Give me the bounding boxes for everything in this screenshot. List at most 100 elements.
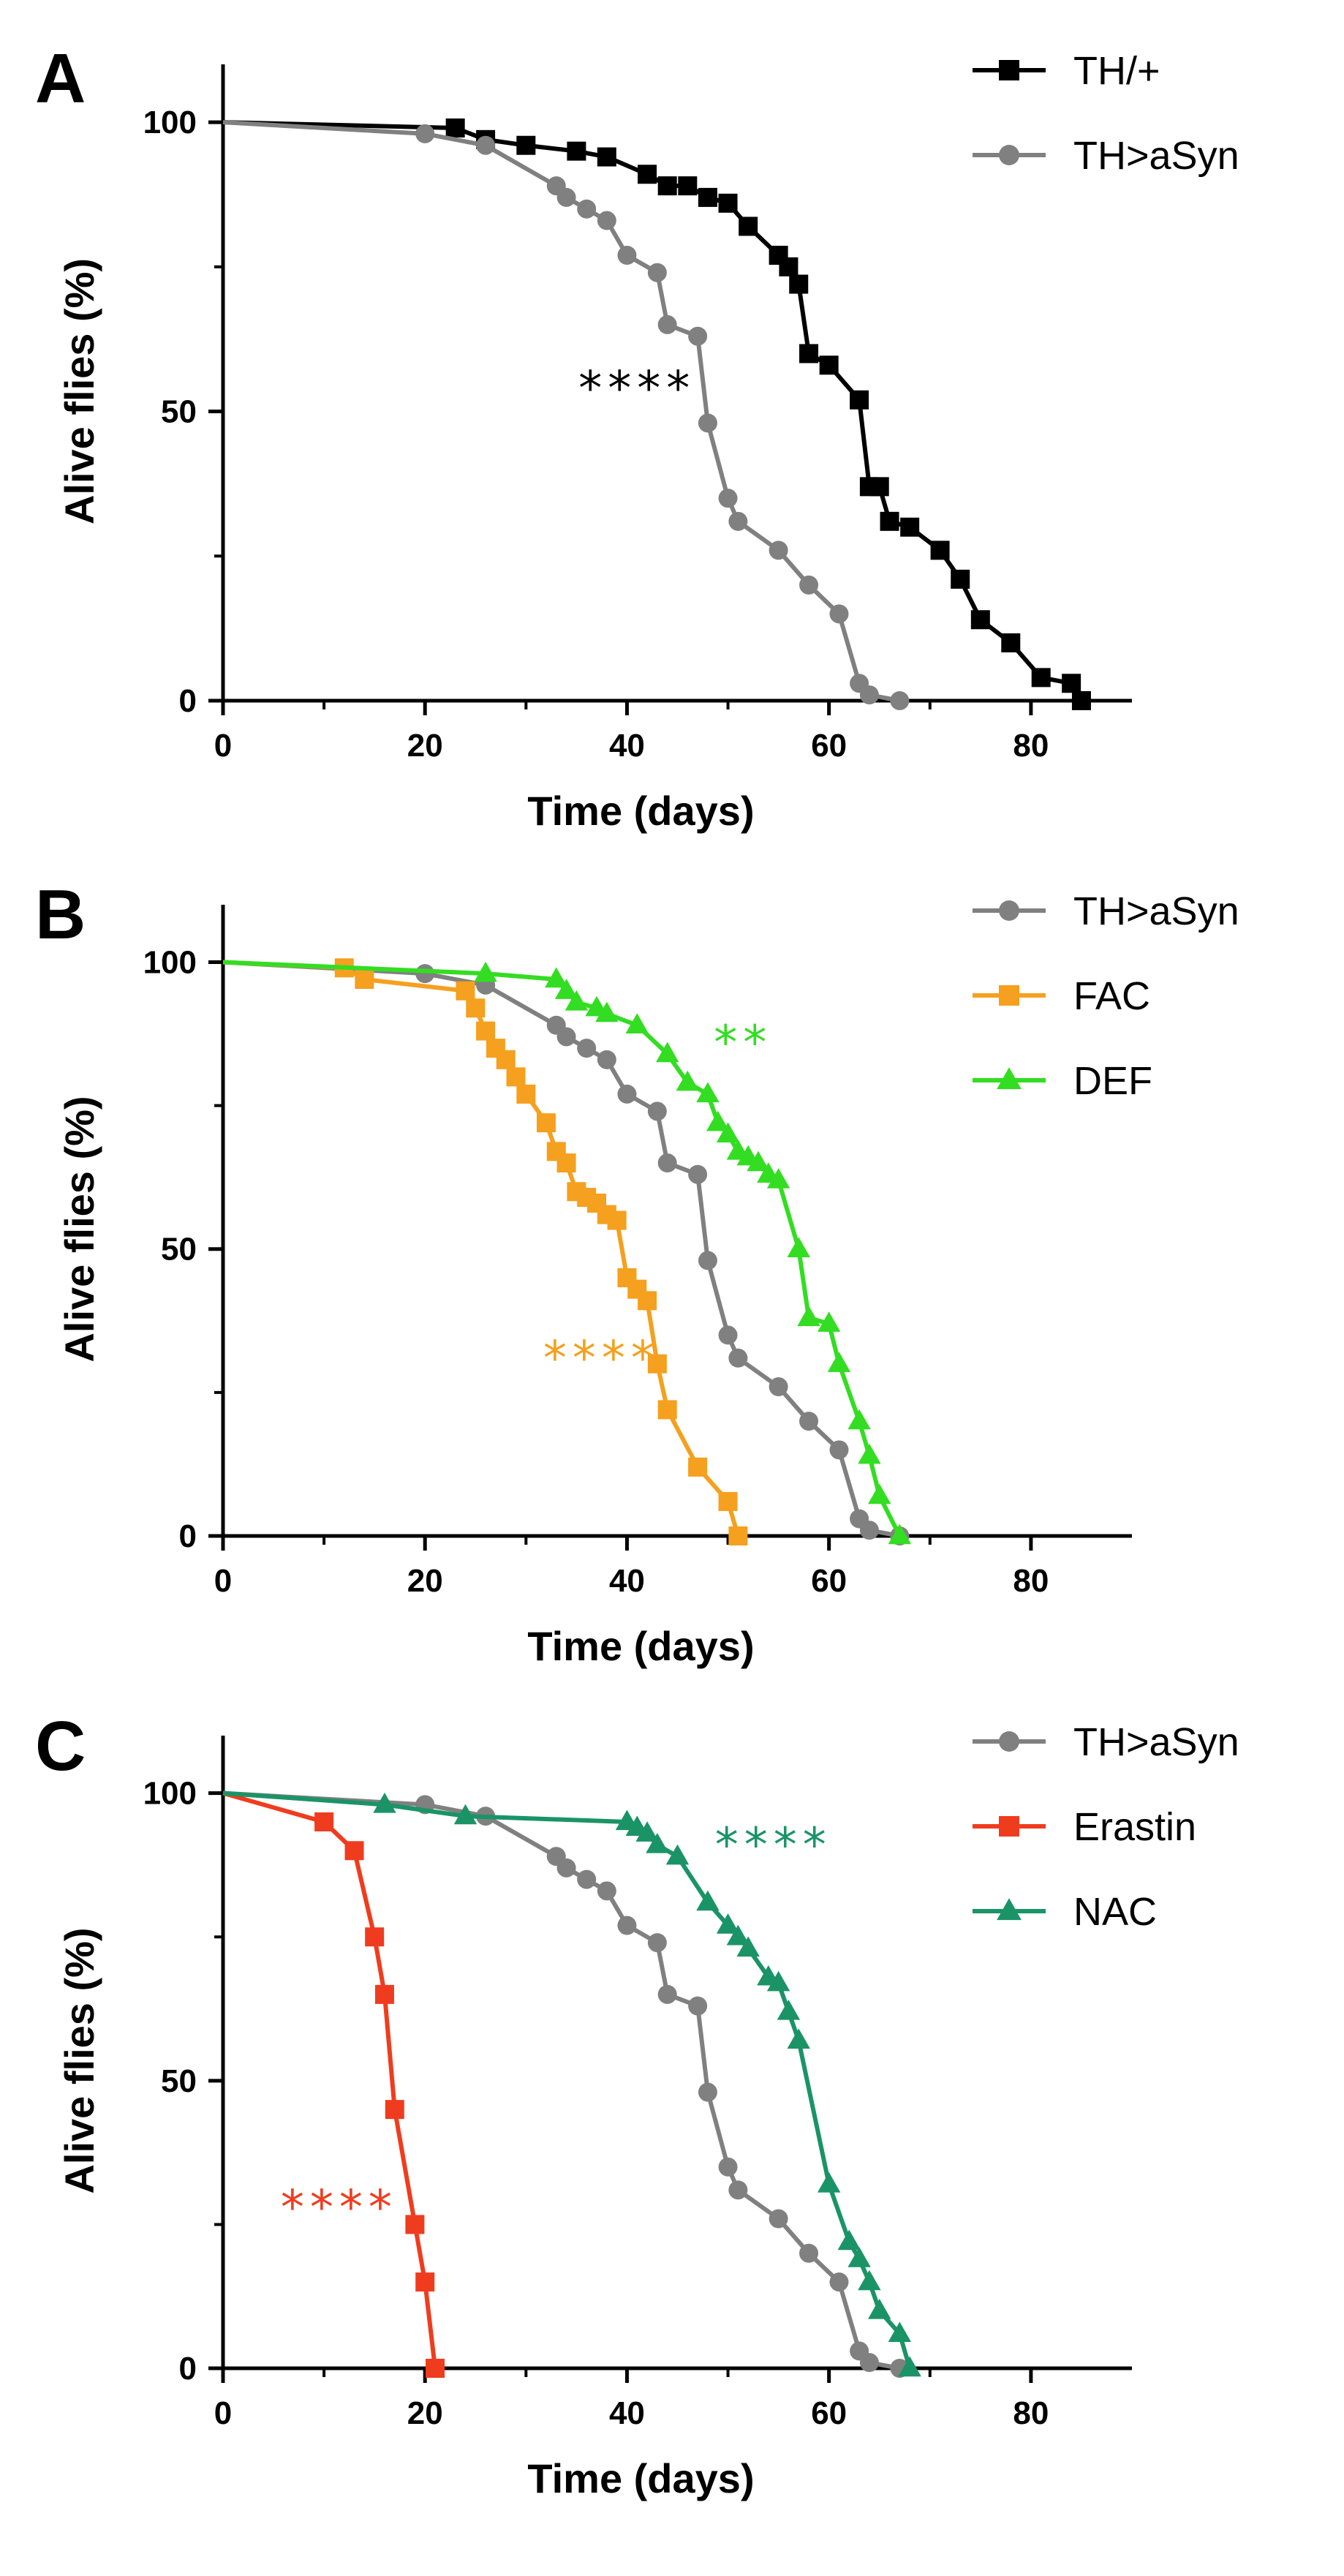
data-point xyxy=(696,1082,720,1103)
data-point xyxy=(799,344,819,364)
data-point xyxy=(728,511,748,531)
panel-letter: B xyxy=(35,875,86,954)
data-point xyxy=(565,990,589,1011)
data-point xyxy=(595,1001,619,1023)
series-def xyxy=(222,960,912,1545)
data-point xyxy=(554,979,578,999)
legend-label: DEF xyxy=(1073,1059,1152,1103)
data-point xyxy=(847,2247,871,2267)
significance-annotation: **** xyxy=(578,362,695,416)
data-point xyxy=(617,1916,637,1935)
series-fac xyxy=(222,958,748,1545)
y-tick-label: 50 xyxy=(161,394,197,430)
data-point xyxy=(597,211,616,230)
series-line xyxy=(222,1790,913,2369)
x-tick-label: 20 xyxy=(407,728,443,764)
data-point xyxy=(474,961,497,982)
data-point xyxy=(496,1050,516,1069)
data-point xyxy=(577,199,597,219)
data-point xyxy=(657,1984,677,2004)
data-point xyxy=(797,1306,820,1327)
data-point xyxy=(829,1440,849,1460)
legend-label: NAC xyxy=(1073,1890,1157,1934)
legend-label: TH>aSyn xyxy=(1073,1720,1239,1764)
data-point xyxy=(859,1521,879,1540)
data-point xyxy=(638,1291,657,1311)
data-point xyxy=(859,2353,879,2373)
y-tick-label: 50 xyxy=(161,1232,197,1268)
x-tick-label: 0 xyxy=(214,1563,232,1599)
data-point xyxy=(880,511,899,531)
data-point xyxy=(736,1936,760,1957)
data-point xyxy=(597,1050,616,1069)
y-tick-label: 0 xyxy=(179,683,197,719)
x-tick-label: 40 xyxy=(609,1563,645,1599)
data-point xyxy=(868,2298,891,2319)
data-point xyxy=(728,2180,748,2200)
panel-letter: C xyxy=(35,1707,86,1785)
data-point xyxy=(355,969,374,989)
data-point xyxy=(726,1924,750,1946)
series-th-asyn xyxy=(222,120,910,710)
data-point xyxy=(728,1348,748,1368)
legend-entry: DEF xyxy=(973,1059,1152,1103)
data-point xyxy=(739,216,758,236)
legend-entry: TH>aSyn xyxy=(973,889,1239,933)
x-tick-label: 40 xyxy=(609,2395,645,2431)
data-point xyxy=(344,1841,364,1861)
data-point xyxy=(799,1412,819,1431)
data-point xyxy=(646,1832,669,1853)
x-tick-label: 0 xyxy=(214,2395,232,2431)
data-point xyxy=(819,355,839,375)
data-point xyxy=(706,1110,730,1131)
data-point xyxy=(718,1325,738,1345)
data-point xyxy=(415,964,435,984)
series-erastin xyxy=(222,1790,445,2378)
data-point xyxy=(890,691,910,710)
data-point xyxy=(787,1237,810,1257)
data-point xyxy=(657,1400,677,1420)
legend-marker xyxy=(999,1731,1019,1752)
data-point xyxy=(799,2243,819,2263)
data-point xyxy=(817,2172,841,2193)
data-point xyxy=(718,2157,738,2177)
x-tick-label: 0 xyxy=(214,728,232,764)
legend-marker xyxy=(999,1816,1019,1837)
data-point xyxy=(728,1526,748,1545)
x-tick-label: 60 xyxy=(811,1563,847,1599)
data-point xyxy=(847,1409,871,1430)
data-point xyxy=(777,2000,801,2020)
data-point xyxy=(665,1844,690,1865)
data-point xyxy=(456,981,475,1001)
data-point xyxy=(545,967,568,988)
x-tick-label: 20 xyxy=(407,2395,443,2431)
data-point xyxy=(405,2215,425,2234)
data-point xyxy=(635,1821,659,1842)
legend-marker xyxy=(999,145,1019,165)
legend-label: Erastin xyxy=(1073,1805,1196,1849)
x-tick-label: 60 xyxy=(811,728,847,764)
x-tick-label: 40 xyxy=(609,728,645,764)
data-point xyxy=(415,124,435,143)
data-point xyxy=(445,118,465,138)
x-axis-title: Time (days) xyxy=(527,788,754,834)
series-line xyxy=(222,1790,900,2370)
x-tick-label: 20 xyxy=(407,1563,443,1599)
y-axis-title: Alive flies (%) xyxy=(56,1927,102,2193)
data-point xyxy=(657,1153,677,1173)
data-point xyxy=(769,541,788,560)
legend-label: FAC xyxy=(1073,974,1150,1018)
data-point xyxy=(466,998,486,1018)
panel-a: A 0 20 40 60 80 0 50 100 Time (days) Alive flies (… xyxy=(35,39,1239,834)
x-tick-label: 80 xyxy=(1013,2395,1049,2431)
legend-entry: FAC xyxy=(973,974,1150,1018)
data-point xyxy=(688,1457,708,1477)
significance-annotation: **** xyxy=(281,2181,398,2235)
data-point xyxy=(829,2272,849,2292)
data-point xyxy=(766,1168,790,1189)
data-point xyxy=(476,135,496,155)
data-point xyxy=(385,2100,404,2120)
data-point xyxy=(314,1812,334,1831)
legend-label: TH>aSyn xyxy=(1073,889,1239,933)
